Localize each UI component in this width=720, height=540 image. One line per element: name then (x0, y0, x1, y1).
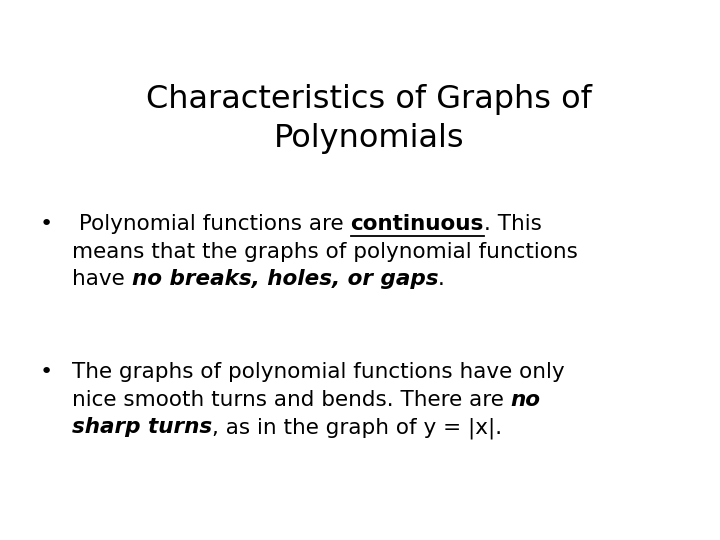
Text: .: . (438, 269, 445, 289)
Text: continuous: continuous (351, 214, 484, 234)
Text: , as in the graph of y = |x|.: , as in the graph of y = |x|. (212, 417, 503, 438)
Text: nice smooth turns and bends. There are: nice smooth turns and bends. There are (72, 389, 510, 410)
Text: sharp turns: sharp turns (72, 417, 212, 437)
Text: •: • (40, 214, 53, 234)
Text: Polynomial functions are: Polynomial functions are (72, 214, 351, 234)
Text: no: no (510, 389, 541, 410)
Text: means that the graphs of polynomial functions: means that the graphs of polynomial func… (72, 241, 578, 261)
Text: The graphs of polynomial functions have only: The graphs of polynomial functions have … (72, 362, 564, 382)
Text: no breaks, holes, or gaps: no breaks, holes, or gaps (132, 269, 438, 289)
Text: . This: . This (484, 214, 541, 234)
Text: •: • (40, 362, 53, 382)
Text: have: have (72, 269, 132, 289)
Text: Characteristics of Graphs of
Polynomials: Characteristics of Graphs of Polynomials (146, 84, 592, 154)
